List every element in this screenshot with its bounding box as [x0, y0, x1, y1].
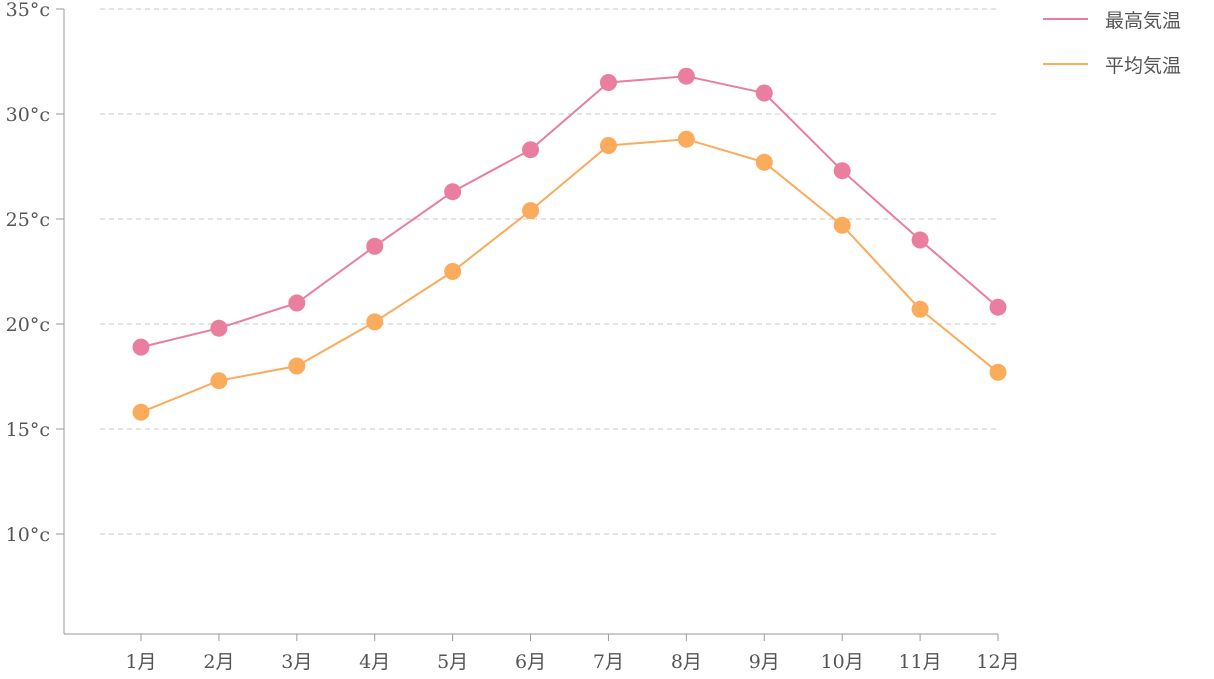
data-point: [599, 74, 617, 91]
data-point: [288, 294, 306, 312]
data-point: [833, 216, 851, 234]
y-tick-label: 30°c: [6, 104, 50, 126]
data-point: [989, 363, 1007, 381]
data-point: [132, 338, 150, 356]
x-tick-label: 2月: [203, 651, 234, 673]
y-tick-label: 20°c: [6, 314, 50, 336]
y-tick-label: 15°c: [6, 419, 50, 441]
data-point: [444, 263, 462, 280]
x-tick-label: 6月: [515, 651, 546, 673]
data-point: [444, 183, 462, 201]
x-tick-label: 5月: [437, 651, 468, 673]
legend-label: 平均気温: [1105, 55, 1181, 77]
data-point: [132, 403, 150, 421]
x-tick-label: 10月: [821, 651, 864, 673]
data-point: [210, 372, 228, 390]
data-point: [755, 153, 773, 171]
x-tick-label: 4月: [359, 651, 390, 673]
data-point: [522, 202, 540, 220]
data-point: [911, 231, 929, 249]
y-tick-label: 10°c: [6, 524, 50, 546]
data-point: [210, 319, 228, 337]
x-tick-label: 8月: [671, 651, 702, 673]
data-point: [677, 67, 695, 85]
x-tick-label: 9月: [749, 651, 780, 673]
data-point: [288, 357, 306, 375]
legend-label: 最高気温: [1105, 10, 1181, 32]
x-tick-label: 3月: [281, 651, 312, 673]
x-tick-label: 1月: [125, 651, 156, 673]
data-point: [755, 84, 773, 102]
data-point: [833, 162, 851, 180]
y-tick-label: 35°c: [6, 0, 50, 21]
x-tick-label: 12月: [976, 651, 1019, 673]
data-point: [911, 300, 929, 318]
y-tick-label: 25°c: [6, 209, 50, 231]
data-point: [599, 137, 617, 154]
data-point: [989, 298, 1007, 316]
series-line-0: [140, 75, 999, 349]
data-point: [366, 237, 384, 255]
series-line-1: [140, 138, 999, 414]
x-tick-label: 11月: [898, 651, 941, 673]
data-point: [366, 313, 384, 331]
data-point: [522, 141, 540, 159]
x-tick-label: 7月: [593, 651, 624, 673]
data-point: [677, 130, 695, 148]
